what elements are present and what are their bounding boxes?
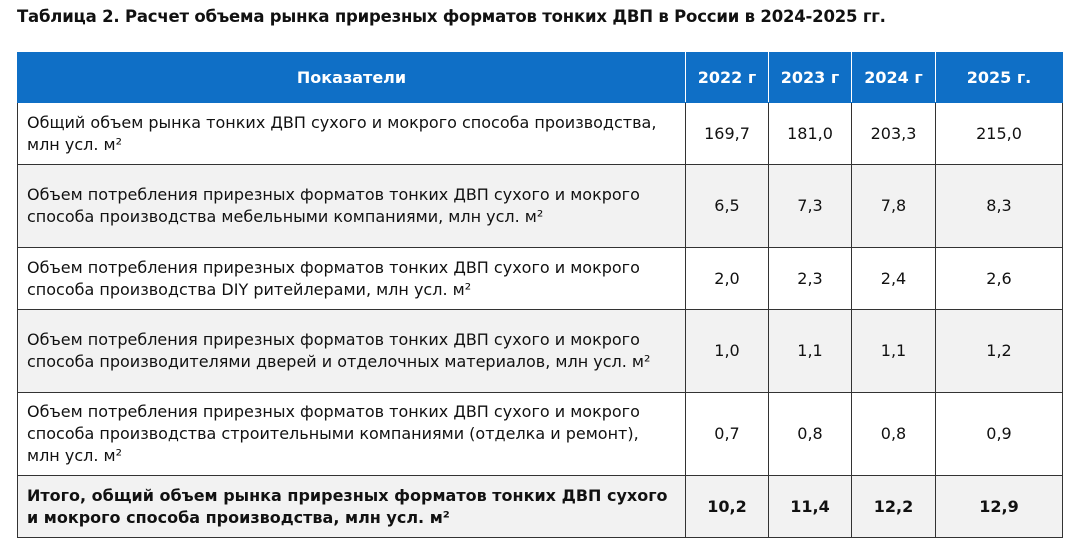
table-row: Объем потребления прирезных форматов тон… (17, 392, 1063, 476)
table-title: Таблица 2. Расчет объема рынка прирезных… (17, 7, 886, 26)
table-row: Объем потребления прирезных форматов тон… (17, 164, 1063, 248)
value-cell: 12,9 (935, 475, 1063, 538)
value-cell: 11,4 (768, 475, 852, 538)
header-cell: 2025 г. (935, 52, 1063, 103)
header-cell: Показатели (17, 52, 686, 103)
value-cell: 203,3 (851, 102, 936, 165)
value-cell: 1,1 (851, 309, 936, 393)
row-label: Объем потребления прирезных форматов тон… (17, 309, 686, 393)
value-cell: 2,0 (685, 247, 769, 310)
value-cell: 1,0 (685, 309, 769, 393)
header-row: Показатели 2022 г 2023 г 2024 г 2025 г. (17, 52, 1063, 103)
value-cell: 8,3 (935, 164, 1063, 248)
table-row: Общий объем рынка тонких ДВП сухого и мо… (17, 102, 1063, 165)
row-label: Объем потребления прирезных форматов тон… (17, 392, 686, 476)
value-cell: 0,8 (851, 392, 936, 476)
value-cell: 0,7 (685, 392, 769, 476)
value-cell: 1,2 (935, 309, 1063, 393)
value-cell: 0,9 (935, 392, 1063, 476)
table-row: Объем потребления прирезных форматов тон… (17, 247, 1063, 310)
value-cell: 215,0 (935, 102, 1063, 165)
row-label: Итого, общий объем рынка прирезных форма… (17, 475, 686, 538)
value-cell: 2,6 (935, 247, 1063, 310)
value-cell: 10,2 (685, 475, 769, 538)
value-cell: 7,3 (768, 164, 852, 248)
value-cell: 181,0 (768, 102, 852, 165)
value-cell: 7,8 (851, 164, 936, 248)
header-cell: 2022 г (685, 52, 769, 103)
value-cell: 1,1 (768, 309, 852, 393)
row-label: Объем потребления прирезных форматов тон… (17, 164, 686, 248)
header-cell: 2023 г (768, 52, 852, 103)
value-cell: 12,2 (851, 475, 936, 538)
value-cell: 2,4 (851, 247, 936, 310)
row-label: Объем потребления прирезных форматов тон… (17, 247, 686, 310)
row-label: Общий объем рынка тонких ДВП сухого и мо… (17, 102, 686, 165)
value-cell: 2,3 (768, 247, 852, 310)
data-table: Показатели 2022 г 2023 г 2024 г 2025 г. Общи… (17, 52, 1063, 538)
value-cell: 0,8 (768, 392, 852, 476)
value-cell: 169,7 (685, 102, 769, 165)
table-row: Объем потребления прирезных форматов тон… (17, 309, 1063, 393)
table-row: Итого, общий объем рынка прирезных форма… (17, 475, 1063, 538)
header-cell: 2024 г (851, 52, 936, 103)
value-cell: 6,5 (685, 164, 769, 248)
